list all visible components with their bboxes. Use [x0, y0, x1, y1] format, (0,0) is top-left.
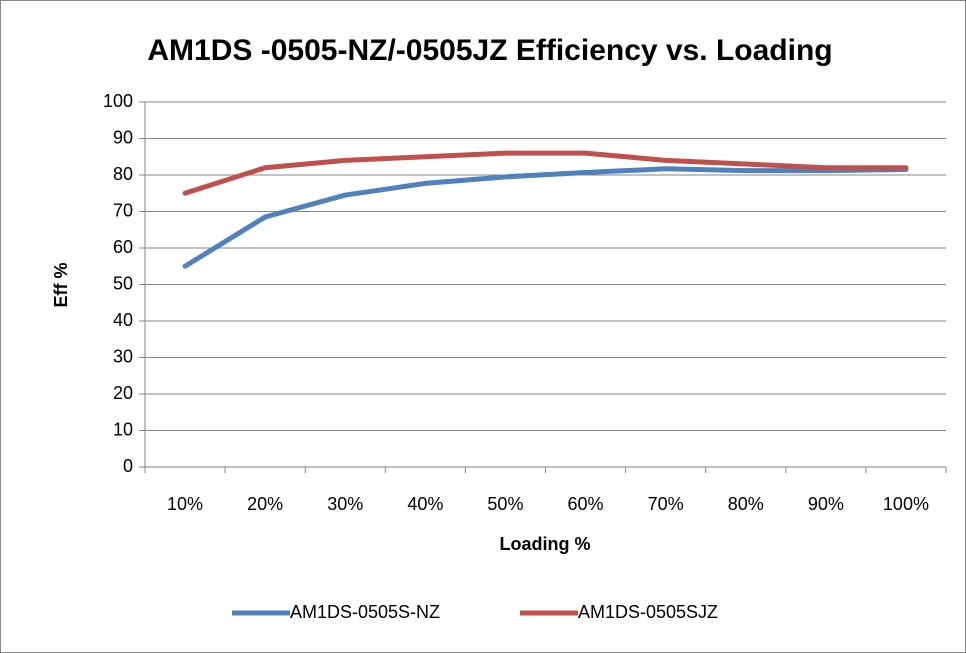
x-tick-label: 30%	[327, 494, 363, 514]
line-series	[182, 150, 909, 196]
x-tick-label: 60%	[568, 494, 604, 514]
y-tick-label: 20	[113, 383, 133, 403]
x-tick-label: 90%	[808, 494, 844, 514]
legend-label: AM1DS-0505S-NZ	[290, 602, 440, 622]
y-tick-label: 100	[103, 91, 133, 111]
x-tick-label: 100%	[883, 494, 929, 514]
x-tick-label: 70%	[648, 494, 684, 514]
y-tick-label: 10	[113, 419, 133, 439]
x-tick-label: 20%	[247, 494, 283, 514]
chart-title: AM1DS -0505-NZ/-0505JZ Efficiency vs. Lo…	[147, 34, 832, 67]
y-tick-label: 90	[113, 127, 133, 147]
x-tick-label: 10%	[167, 494, 203, 514]
y-tick-label: 0	[123, 456, 133, 476]
y-tick-label: 60	[113, 237, 133, 257]
x-axis-label: Loading %	[500, 534, 591, 554]
y-tick-label: 50	[113, 273, 133, 293]
x-tick-label: 50%	[487, 494, 523, 514]
y-tick-label: 80	[113, 164, 133, 184]
legend-label: AM1DS-0505SJZ	[578, 602, 718, 622]
y-tick-label: 30	[113, 346, 133, 366]
x-tick-label: 80%	[728, 494, 764, 514]
line-series	[182, 166, 909, 269]
y-tick-label: 70	[113, 200, 133, 220]
x-tick-label: 40%	[407, 494, 443, 514]
y-axis-label: Eff %	[51, 263, 71, 308]
y-tick-label: 40	[113, 310, 133, 330]
